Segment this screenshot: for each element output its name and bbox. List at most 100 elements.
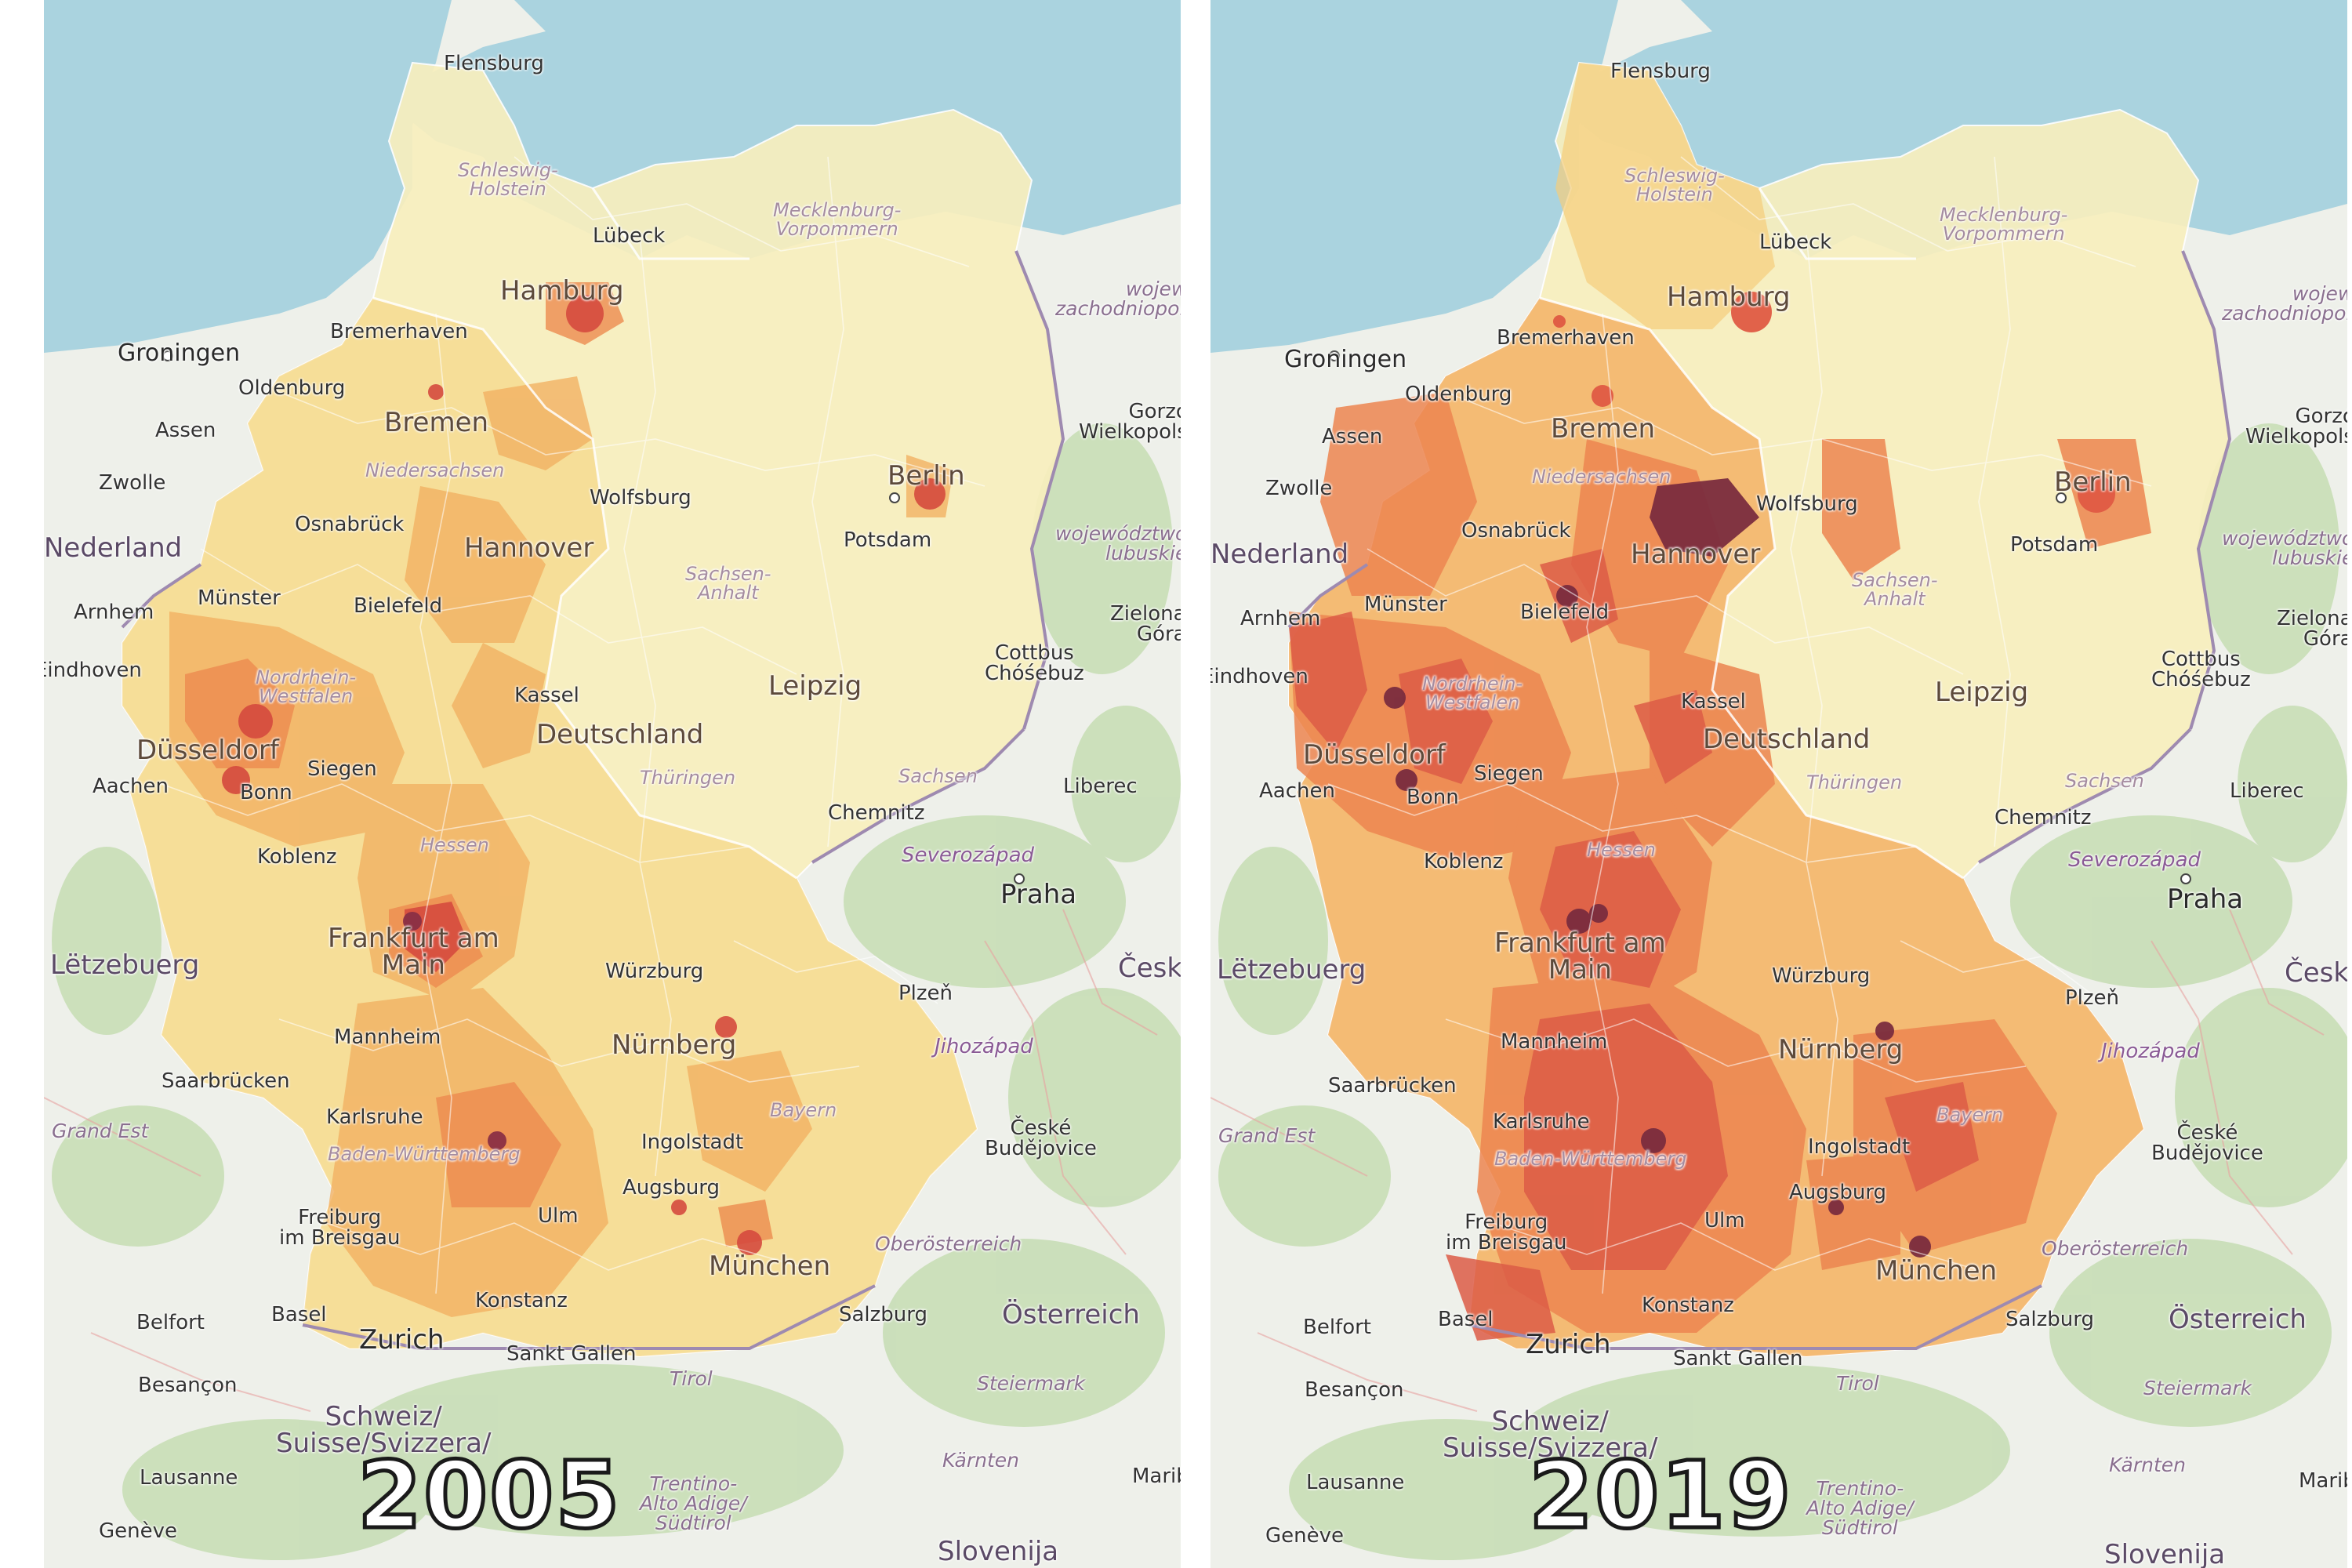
label-sachsen: Sachsen [898, 765, 978, 787]
polish-border [1014, 250, 1065, 730]
label-tirol: Tirol [670, 1367, 713, 1390]
label-ulm: Ulm [538, 1204, 579, 1228]
label-cottbus: Cottbus Chóśebuz [985, 641, 1084, 685]
label-osnabruck: Osnabrück [1461, 519, 1571, 543]
label-oldenburg: Oldenburg [1405, 383, 1512, 406]
label-nurnberg: Nürnberg [1778, 1034, 1904, 1065]
label-nederland: Nederland [1210, 539, 1349, 570]
label-plzen: Plzeň [2065, 986, 2120, 1010]
label-gorzow: Gorzów Wielkopolski [2245, 405, 2347, 448]
map-panel-2019[interactable]: Flensburg Schleswig- Holstein Lübeck Ham… [1210, 0, 2347, 1568]
label-oldenburg: Oldenburg [238, 376, 346, 400]
label-koblenz: Koblenz [1424, 850, 1504, 873]
label-konstanz: Konstanz [475, 1289, 568, 1312]
label-sachsen-anhalt: Sachsen- Anhalt [1852, 569, 1938, 610]
label-zielona-gora: Zielona Góra [1110, 602, 1181, 646]
label-severozapad: Severozápad [2068, 848, 2201, 872]
label-zachodniopomorskie: województwo zachodniopomorskie [2222, 282, 2347, 325]
label-leipzig: Leipzig [1935, 677, 2029, 708]
label-zielona-gora: Zielona Góra [2277, 607, 2347, 651]
label-koblenz: Koblenz [257, 845, 337, 869]
label-osterreich: Österreich [1002, 1299, 1140, 1330]
label-salzburg: Salzburg [839, 1303, 928, 1327]
label-berlin: Berlin [887, 460, 965, 492]
label-mannheim: Mannheim [334, 1025, 441, 1049]
label-dusseldorf: Düsseldorf [136, 735, 279, 766]
label-steiermark: Steiermark [977, 1372, 1086, 1395]
label-siegen: Siegen [1474, 762, 1544, 786]
label-zwolle: Zwolle [99, 471, 166, 495]
label-thuringen: Thüringen [640, 767, 736, 789]
label-lausanne: Lausanne [1306, 1471, 1405, 1494]
label-deutschland: Deutschland [536, 719, 704, 750]
label-belfort: Belfort [136, 1311, 205, 1334]
label-besancon: Besançon [1305, 1378, 1404, 1402]
label-salzburg: Salzburg [2005, 1308, 2095, 1331]
label-karnten: Kärnten [942, 1449, 1019, 1472]
label-trentino: Trentino- Alto Adige/ Südtirol [1806, 1477, 1914, 1539]
label-chemnitz: Chemnitz [1994, 806, 2092, 829]
label-schleswig-holstein: Schleswig- Holstein [458, 159, 558, 200]
label-bielefeld: Bielefeld [1520, 601, 1610, 624]
district-borders [161, 156, 985, 1294]
label-aachen: Aachen [93, 775, 169, 798]
label-plzen: Plzeň [898, 982, 953, 1005]
label-liberec: Liberec [2230, 779, 2304, 803]
label-zurich: Zurich [359, 1324, 445, 1356]
label-baden-wurttemberg: Baden-Württemberg [328, 1143, 521, 1165]
map-panel-2005[interactable]: Flensburg Schleswig- Holstein Lübeck Ham… [44, 0, 1181, 1568]
label-chemnitz: Chemnitz [828, 801, 925, 825]
label-geneve: Genève [99, 1519, 178, 1543]
label-karlsruhe: Karlsruhe [1493, 1110, 1590, 1134]
label-siegen: Siegen [307, 757, 377, 781]
label-konstanz: Konstanz [1642, 1294, 1734, 1317]
label-jihozapad: Jihozápad [935, 1035, 1033, 1058]
label-wurzburg: Würzburg [1772, 964, 1871, 988]
label-praha: Praha [2167, 884, 2244, 915]
label-wolfsburg: Wolfsburg [590, 486, 691, 510]
label-freiburg: Freiburg im Breisgau [1446, 1210, 1567, 1254]
label-deutschland: Deutschland [1703, 724, 1871, 755]
label-schleswig-holstein: Schleswig- Holstein [1624, 165, 1725, 205]
north-sea-west [44, 0, 452, 353]
label-bremen: Bremen [384, 407, 489, 438]
label-nrw: Nordrhein- Westfalen [1422, 673, 1523, 713]
label-geneve: Genève [1265, 1524, 1345, 1548]
label-lausanne: Lausanne [140, 1466, 238, 1490]
label-tirol: Tirol [1836, 1372, 1879, 1395]
label-osnabruck: Osnabrück [295, 513, 405, 536]
label-nederland: Nederland [44, 532, 183, 564]
label-bayern: Bayern [1936, 1104, 2004, 1126]
label-assen: Assen [1322, 425, 1383, 448]
label-oberosterreich: Oberösterreich [2042, 1237, 2189, 1260]
label-augsburg: Augsburg [622, 1176, 720, 1200]
label-baden-wurttemberg: Baden-Württemberg [1494, 1148, 1687, 1170]
label-bremen: Bremen [1551, 413, 1656, 445]
label-basel: Basel [1438, 1308, 1494, 1331]
label-eindhoven: Eindhoven [44, 659, 142, 682]
label-aachen: Aachen [1259, 779, 1335, 803]
label-besancon: Besançon [138, 1374, 238, 1397]
label-freiburg: Freiburg im Breisgau [279, 1206, 401, 1250]
label-ingolstadt: Ingolstadt [641, 1131, 744, 1154]
label-zachodniopomorskie: województwo zachodniopomorskie [1055, 278, 1181, 320]
label-cottbus: Cottbus Chóśebuz [2151, 648, 2251, 691]
label-ceske-budejovice: České Budějovice [985, 1116, 1097, 1160]
label-potsdam: Potsdam [2010, 533, 2099, 557]
label-frankfurt: Frankfurt am Main [328, 923, 499, 981]
label-zwolle: Zwolle [1265, 477, 1333, 500]
label-slovenija: Slovenija [2104, 1539, 2226, 1568]
label-sachsen: Sachsen [2065, 770, 2144, 792]
label-munster: Münster [198, 586, 281, 610]
label-munchen: München [709, 1250, 831, 1282]
label-hamburg: Hamburg [1667, 281, 1791, 313]
label-grand-est: Grand Est [1218, 1124, 1316, 1147]
label-schweiz: Schweiz/ Suisse/Svizzera/ [1443, 1406, 1658, 1464]
label-munchen: München [1875, 1255, 1998, 1287]
label-lubeck: Lübeck [1759, 230, 1832, 254]
label-munster: Münster [1364, 593, 1447, 616]
label-ceska: Česká [2285, 957, 2347, 989]
label-jihozapad: Jihozápad [2101, 1040, 2200, 1063]
label-nurnberg: Nürnberg [612, 1029, 737, 1061]
label-letzebuerg: Lëtzebuerg [50, 949, 200, 981]
